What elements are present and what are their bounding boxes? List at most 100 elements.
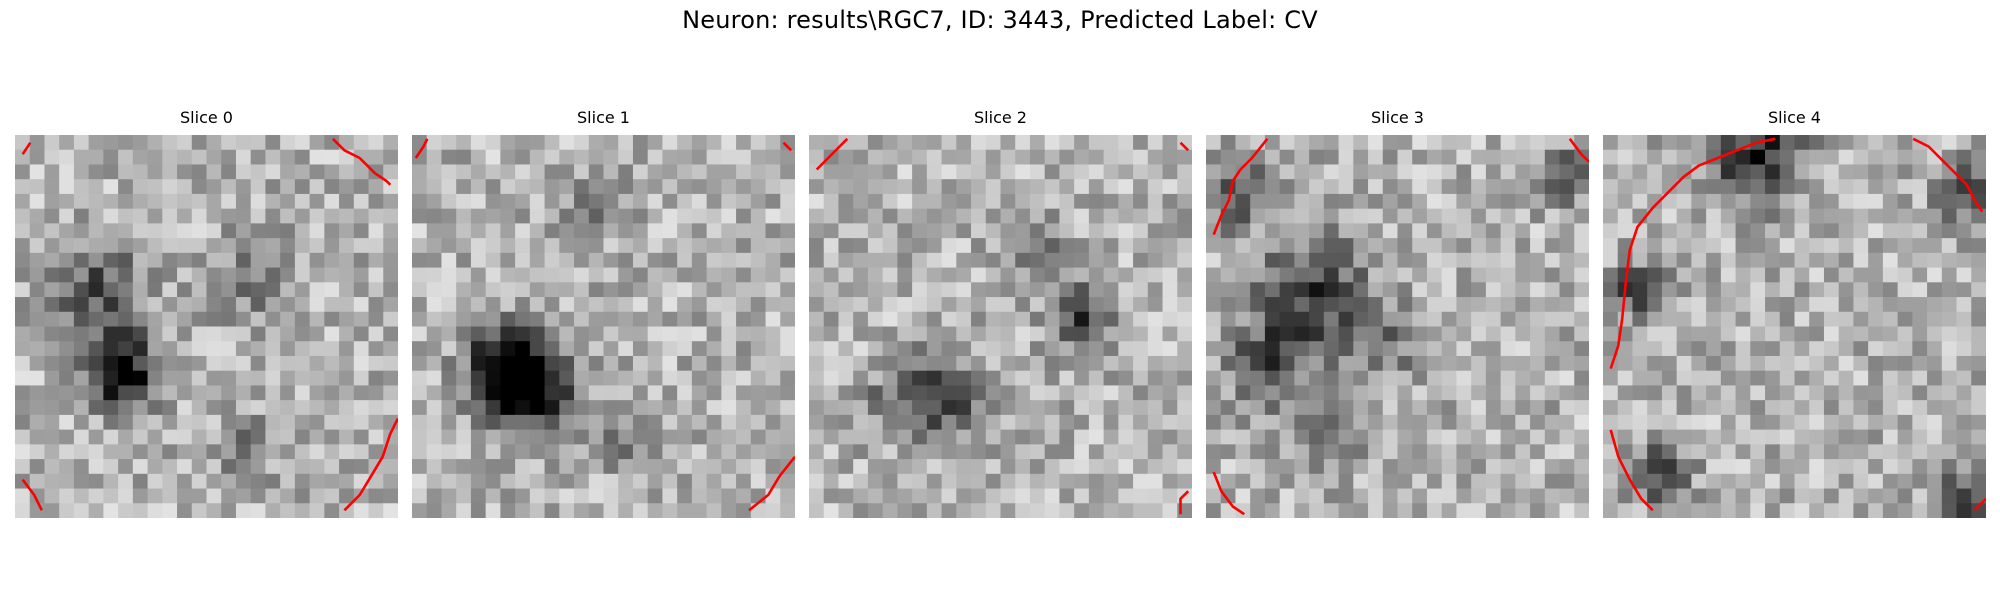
pixel-cell	[383, 223, 398, 239]
pixel-cell	[1309, 444, 1325, 460]
pixel-cell	[1868, 179, 1884, 195]
pixel-cell	[926, 252, 943, 269]
pixel-cell	[1603, 400, 1619, 416]
pixel-cell	[1000, 223, 1016, 239]
pixel-cell	[1765, 414, 1781, 431]
pixel-cell	[103, 385, 119, 401]
pixel-cell	[618, 400, 634, 416]
pixel-cell	[1647, 385, 1663, 401]
pixel-cell	[132, 252, 149, 269]
pixel-cell	[177, 444, 193, 460]
pixel-cell	[309, 208, 325, 224]
pixel-cell	[882, 414, 898, 431]
pixel-cell	[162, 400, 178, 416]
pixel-cell	[15, 400, 31, 416]
pixel-cell	[1927, 311, 1943, 328]
pixel-cell	[250, 488, 267, 504]
pixel-cell	[1235, 297, 1251, 313]
pixel-cell	[1897, 473, 1913, 490]
pixel-cell	[1323, 414, 1340, 431]
pixel-cell	[1177, 311, 1192, 328]
pixel-cell	[780, 208, 795, 224]
pixel-cell	[1088, 223, 1105, 239]
pixel-cell	[1750, 326, 1766, 342]
pixel-cell	[809, 252, 825, 269]
pixel-cell	[280, 164, 296, 180]
pixel-cell	[1353, 208, 1369, 224]
pixel-cell	[235, 208, 252, 224]
pixel-cell	[736, 164, 752, 180]
pixel-cell	[544, 135, 560, 151]
pixel-cell	[1206, 149, 1222, 166]
pixel-cell	[1574, 135, 1589, 151]
pixel-cell	[1338, 252, 1354, 269]
pixel-cell	[1206, 282, 1222, 298]
pixel-cell	[1735, 414, 1751, 431]
pixel-cell	[1412, 164, 1428, 180]
pixel-cell	[353, 179, 370, 195]
pixel-cell	[618, 149, 634, 166]
pixel-cell	[1074, 326, 1090, 342]
pixel-cell	[1103, 238, 1119, 254]
pixel-cell	[618, 282, 634, 298]
pixel-cell	[1868, 311, 1884, 328]
pixel-cell	[971, 341, 987, 357]
pixel-cell	[1177, 385, 1192, 401]
pixel-cell	[1338, 488, 1354, 504]
pixel-cell	[853, 223, 869, 239]
pixel-cell	[765, 341, 781, 357]
pixel-cell	[1074, 193, 1090, 210]
pixel-cell	[1264, 238, 1281, 254]
pixel-cell	[221, 444, 237, 460]
pixel-cell	[1000, 149, 1016, 166]
pixel-cell	[721, 370, 737, 387]
pixel-cell	[353, 459, 370, 475]
pixel-cell	[1647, 473, 1663, 490]
pixel-cell	[88, 385, 104, 401]
pixel-cell	[147, 311, 163, 328]
contour-line	[1609, 429, 1654, 512]
pixel-cell	[1441, 193, 1458, 210]
pixel-cell	[529, 193, 546, 210]
pixel-cell	[736, 149, 752, 166]
pixel-cell	[1015, 503, 1031, 518]
pixel-cell	[1617, 208, 1634, 224]
pixel-cell	[1632, 326, 1648, 342]
pixel-cell	[339, 341, 355, 357]
pixel-cell	[691, 193, 708, 210]
pixel-cell	[250, 473, 267, 490]
pixel-cell	[1941, 400, 1958, 416]
figure-title: Neuron: results\RGC7, ID: 3443, Predicte…	[682, 6, 1318, 34]
pixel-cell	[588, 355, 605, 372]
slice-title-2: Slice 2	[974, 108, 1027, 127]
pixel-cell	[838, 473, 854, 490]
pixel-cell	[618, 385, 634, 401]
pixel-cell	[162, 355, 178, 372]
pixel-cell	[73, 473, 90, 490]
pixel-cell	[1853, 208, 1869, 224]
pixel-cell	[59, 341, 75, 357]
pixel-cell	[1368, 238, 1384, 254]
pixel-cell	[235, 326, 252, 342]
pixel-cell	[1177, 355, 1192, 372]
pixel-cell	[1441, 429, 1458, 445]
pixel-cell	[838, 164, 854, 180]
pixel-cell	[1412, 179, 1428, 195]
pixel-cell	[736, 355, 752, 372]
pixel-cell	[1456, 135, 1472, 151]
pixel-cell	[1103, 297, 1119, 313]
pixel-cell	[941, 179, 957, 195]
pixel-cell	[1574, 149, 1589, 166]
pixel-cell	[618, 503, 634, 518]
pixel-cell	[677, 429, 693, 445]
pixel-cell	[632, 355, 649, 372]
pixel-cell	[1133, 385, 1149, 401]
pixel-cell	[1133, 400, 1149, 416]
pixel-cell	[1559, 193, 1575, 210]
pixel-cell	[1691, 208, 1707, 224]
pixel-cell	[1515, 385, 1531, 401]
pixel-cell	[691, 164, 708, 180]
pixel-cell	[559, 503, 575, 518]
pixel-cell	[1294, 444, 1310, 460]
pixel-cell	[618, 164, 634, 180]
